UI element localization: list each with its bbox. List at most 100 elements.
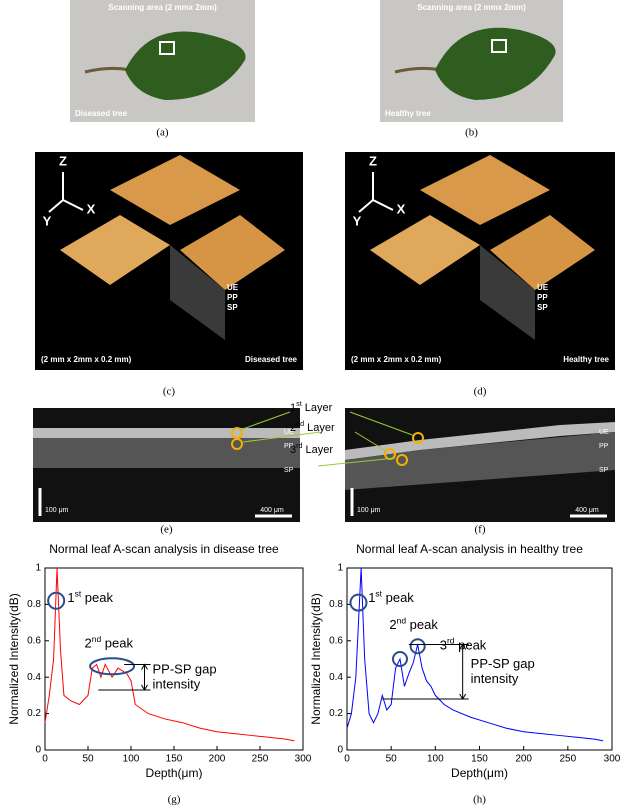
x-axis-label: Depth(μm) [451,766,508,780]
x-tick-label: 150 [471,754,488,765]
oct-bscan-image [33,408,300,522]
panel-note: Healthy tree [563,355,609,364]
peak-annotation: 1st peak [368,589,414,606]
peak-marker [90,658,134,674]
x-tick-label: 250 [559,754,576,765]
layer-label: PP [537,293,548,302]
y-tick-label: 0 [35,745,41,756]
x-tick-label: 200 [515,754,532,765]
axis-letter: X [397,201,406,216]
leaf-photo [380,0,563,122]
label-word: peak [406,618,438,633]
panel-caption: (h) [473,794,486,806]
axis-letter: X [87,201,96,216]
label-word: peak [101,636,133,651]
label-word: peak [455,638,487,653]
peak-marker [350,595,366,611]
axis-letter: Z [59,153,67,168]
x-tick-label: 100 [123,754,140,765]
layer-label: SP [284,467,294,474]
label-word: peak [81,590,113,605]
panel-note: Healthy tree [385,109,431,118]
page: {"figure": { "panels": [ {"label": "(a)"… [0,0,627,812]
gap-bracket [98,664,150,689]
x-tick-label: 300 [604,754,621,765]
axis-letter: Y [353,213,362,228]
panel-size: (2 mm x 2mm x 0.2 mm) [41,355,132,364]
scale-label: 100 μm [45,507,69,514]
panel-title: Scanning area (2 mmx 2mm) [417,3,526,12]
x-tick-label: 50 [386,754,398,765]
y-tick-label: 0.2 [329,708,343,719]
label-word: Layer [302,444,333,456]
panel-caption: (b) [465,127,478,139]
chart-title: Normal leaf A-scan analysis in healthy t… [356,542,583,556]
oct-3d-image [35,152,303,370]
layer-label: SP [227,303,238,312]
scale-label: 400 μm [575,507,599,514]
y-tick-label: 1 [337,563,343,574]
peak-annotation: 2nd peak [389,616,438,633]
chart-title: Normal leaf A-scan analysis in disease t… [49,542,279,556]
x-tick-label: 300 [295,754,312,765]
layer-label: UE [537,283,549,292]
x-tick-label: 150 [166,754,183,765]
x-tick-label: 50 [82,754,94,765]
axis-letter: Z [369,153,377,168]
y-tick-label: 0.6 [27,635,41,646]
label-superscript: nd [92,634,102,644]
x-tick-label: 100 [427,754,444,765]
panel-caption: (g) [168,794,181,806]
leaf-photo [70,0,255,122]
peak-annotation: 1st peak [67,589,113,606]
x-tick-label: 250 [252,754,269,765]
panel-title: Scanning area (2 mmx 2mm) [108,3,217,12]
panel-note: Diseased tree [75,109,128,118]
x-tick-label: 200 [209,754,226,765]
layer-label: UE [599,429,609,436]
gap-annotation: PP-SP gap [471,656,535,671]
layer-label: UE [227,283,239,292]
panel-size: (2 mm x 2mm x 0.2 mm) [351,355,442,364]
y-tick-label: 0.4 [329,672,343,683]
label-superscript: nd [397,616,407,626]
label-word: Layer [304,422,335,434]
gap-annotation: intensity [153,676,201,691]
x-tick-label: 0 [344,754,350,765]
gap-annotation: PP-SP gap [153,661,217,676]
y-tick-label: 1 [35,563,41,574]
label-number: 3 [440,638,447,653]
label-superscript: nd [296,420,304,428]
panel-caption: (d) [474,386,487,398]
label-word: peak [382,590,414,605]
layer-label: SP [537,303,548,312]
y-axis-label: Normalized Intensity(dB) [309,593,323,724]
layer-label: PP [599,443,609,450]
y-tick-label: 0.8 [329,599,343,610]
y-tick-label: 0.4 [27,672,41,683]
gap-annotation: intensity [471,671,519,686]
label-number: 1 [368,590,375,605]
layer-label: PP [227,293,238,302]
axis-letter: Y [43,213,52,228]
panel-note: Diseased tree [245,355,298,364]
label-word: Layer [302,402,333,414]
y-tick-label: 0.6 [329,635,343,646]
figure: Scanning area (2 mmx 2mm) Diseased tree (a… [0,0,627,812]
y-axis-label: Normalized Intensity(dB) [7,593,21,724]
layer-label: SP [599,467,609,474]
oct-3d-image [345,152,615,370]
y-tick-label: 0 [337,745,343,756]
y-tick-label: 0.8 [27,599,41,610]
label-number: 1 [67,590,74,605]
x-tick-label: 0 [42,754,48,765]
scale-label: 100 μm [357,507,381,514]
scale-label: 400 μm [260,507,284,514]
y-tick-label: 0.2 [27,708,41,719]
x-axis-label: Depth(μm) [146,766,203,780]
panel-caption: (a) [156,127,169,139]
peak-annotation: 2nd peak [85,634,134,651]
label-number: 2 [85,636,92,651]
panel-caption: (c) [163,386,176,398]
panel-caption: (f) [475,524,486,536]
